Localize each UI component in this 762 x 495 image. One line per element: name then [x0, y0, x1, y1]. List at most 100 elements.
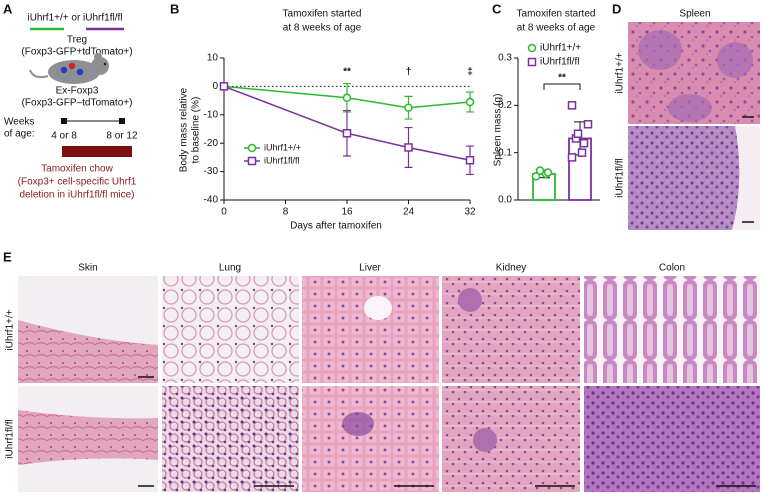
histology-image: [18, 410, 158, 465]
histology-image: [162, 276, 299, 383]
y-tick-label: 10: [207, 53, 219, 64]
significance-bracket: [543, 83, 581, 90]
y-tick-label: -20: [204, 138, 219, 149]
timeline-point: [61, 118, 67, 124]
marker: [527, 57, 537, 67]
x-tick-label: 8: [283, 207, 289, 218]
row-label: iUhrf1+/+: [615, 52, 626, 93]
histology-image: [18, 320, 158, 383]
legend-label: iUhrf1fl/fl: [264, 155, 300, 165]
label: Ex-Foxp3: [56, 86, 99, 97]
annotation: ‡: [467, 67, 473, 78]
panel-a: A iUhrf1+/+ or iUhrf1fl/fl Treg (Foxp3-G…: [3, 1, 138, 200]
histology-image: [458, 288, 482, 312]
annotation: †: [406, 67, 412, 78]
marker: [527, 43, 537, 53]
marker: [247, 156, 257, 166]
panel-letter: E: [3, 249, 12, 264]
label: deletion in iUhrf1fl/fl mice): [19, 190, 134, 201]
histology-image: [162, 386, 299, 492]
chow-bar: [62, 146, 132, 157]
marker: [465, 155, 475, 165]
marker: [543, 168, 553, 177]
legend-label: iUhrf1fl/fl: [540, 57, 579, 68]
y-tick-label: 0.3: [498, 53, 512, 64]
annotation: **: [343, 67, 351, 78]
column-header: Lung: [219, 263, 241, 274]
genotypes: iUhrf1+/+ or iUhrf1fl/fl: [27, 13, 122, 24]
histology-image: [364, 296, 392, 320]
panel-letter: D: [612, 1, 621, 16]
y-tick-label: 0: [212, 81, 218, 92]
label: Tamoxifen chow: [41, 164, 113, 175]
significance-label: **: [558, 73, 566, 84]
mouse: [29, 53, 109, 84]
column-header: Kidney: [496, 263, 527, 274]
y-axis-label: to baseline (%): [191, 97, 202, 164]
marker: [583, 120, 593, 129]
histology-image: [668, 94, 712, 122]
marker: [567, 101, 577, 110]
row-label: iUhrf1+/+: [5, 309, 16, 350]
panel-letter: B: [170, 1, 179, 16]
marker: [404, 143, 413, 152]
label: Treg: [67, 35, 87, 46]
y-axis-label: Body mass relative: [179, 87, 190, 172]
histology-image: [302, 386, 439, 492]
column-header: Colon: [659, 263, 685, 274]
y-tick-label: 0.1: [498, 147, 512, 158]
histology-image: [732, 126, 760, 230]
marker: [531, 172, 541, 181]
histology-image: [584, 386, 760, 492]
column-header: Skin: [78, 263, 97, 274]
label: 8 or 12: [106, 131, 138, 142]
histology-image: [584, 276, 760, 383]
marker: [342, 129, 352, 138]
row-label: iUhrf1fl/fl: [5, 419, 16, 458]
label: (Foxp3-GFP–tdTomato+): [22, 98, 133, 109]
timeline-point: [119, 118, 125, 124]
marker: [579, 138, 589, 148]
panel-letter: C: [492, 1, 502, 16]
legend-label: iUhrf1+/+: [264, 142, 301, 152]
marker: [567, 153, 577, 162]
label: (Foxp3-GFP+tdTomato+): [21, 47, 132, 58]
panel-d: D Spleen iUhrf1+/+ iUhrf1fl/fl: [612, 1, 760, 230]
histology-image: [302, 276, 439, 383]
marker: [404, 103, 413, 112]
marker: [577, 148, 587, 157]
series-line: [223, 85, 471, 161]
y-tick-label: -30: [204, 166, 219, 177]
y-tick-label: 0.0: [498, 195, 512, 206]
panel-letter: A: [3, 1, 13, 16]
histology-image: [442, 386, 580, 492]
column-header: Liver: [359, 263, 381, 274]
x-tick-label: 0: [221, 207, 227, 218]
panel-e: E Skin Lung Liver Kidney Colon iUhrf1+/+…: [3, 249, 760, 492]
x-axis-label: Days after tamoxifen: [290, 221, 382, 232]
marker: [219, 82, 229, 91]
chart-title: Tamoxifen started: [517, 9, 596, 20]
y-axis-label: Spleen mass (g): [493, 94, 504, 167]
histology-image: [342, 412, 374, 436]
x-tick-label: 24: [403, 207, 415, 218]
row-label: iUhrf1fl/fl: [615, 158, 626, 197]
marker: [535, 166, 545, 175]
y-tick-label: -10: [204, 109, 219, 120]
series-line: [223, 85, 471, 109]
x-tick-label: 32: [464, 207, 476, 218]
marker: [342, 93, 352, 103]
column-header: Spleen: [679, 9, 710, 20]
marker: [465, 97, 475, 107]
label: Weeks: [4, 117, 34, 128]
marker: [247, 143, 257, 153]
histology-image: [638, 30, 682, 70]
chart-title: Tamoxifen started: [283, 9, 362, 20]
legend-label: iUhrf1+/+: [540, 43, 581, 54]
marker: [573, 129, 583, 138]
histology-image: [717, 42, 753, 78]
label: 4 or 8: [51, 131, 77, 142]
x-tick-label: 16: [341, 207, 353, 218]
label: (Foxp3+ cell-specific Uhrf1: [18, 177, 137, 188]
